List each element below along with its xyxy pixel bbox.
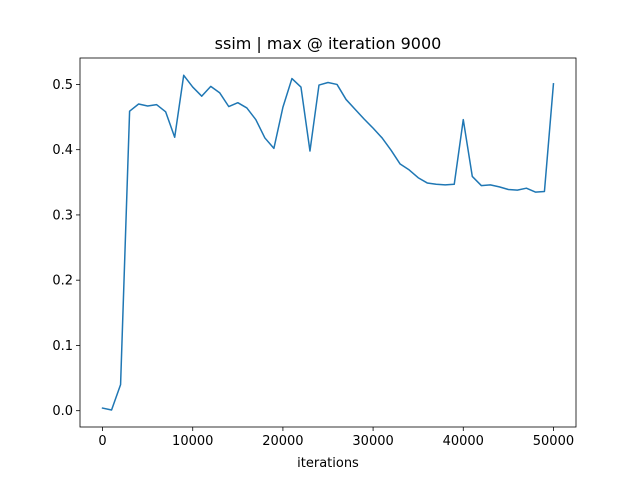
series-line-0 bbox=[101, 74, 555, 411]
x-tick-label: 0 bbox=[98, 434, 106, 449]
plot-area: 0 10000 20000 30000 40000 50000 0.0 0.1 0.2 0.3 0.… bbox=[52, 57, 577, 449]
x-tick-label: 30000 bbox=[352, 434, 393, 449]
y-tick-label: 0.0 bbox=[52, 404, 73, 419]
x-tick-label: 10000 bbox=[172, 434, 213, 449]
y-tick-label: 0.1 bbox=[52, 339, 73, 354]
y-tick-label: 0.5 bbox=[52, 78, 73, 93]
x-tick-label: 40000 bbox=[443, 434, 484, 449]
axes-frame bbox=[79, 57, 577, 428]
y-tick-label: 0.3 bbox=[52, 208, 73, 223]
x-tick-label: 20000 bbox=[262, 434, 303, 449]
y-tick-label: 0.4 bbox=[52, 143, 73, 158]
y-tick-label: 0.2 bbox=[52, 274, 73, 289]
x-tick-label: 50000 bbox=[533, 434, 574, 449]
chart-title: ssim | max @ iteration 9000 bbox=[215, 34, 442, 53]
x-axis-label: iterations bbox=[297, 456, 359, 471]
